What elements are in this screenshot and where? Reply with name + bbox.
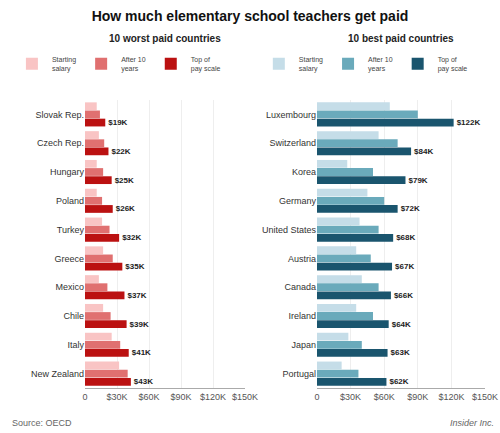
svg-text:$67K: $67K — [395, 262, 414, 271]
svg-text:United States: United States — [262, 225, 317, 235]
svg-text:$150K: $150K — [232, 392, 258, 402]
svg-text:$60K: $60K — [138, 392, 159, 402]
svg-text:$22K: $22K — [111, 147, 130, 156]
svg-text:Ireland: Ireland — [288, 311, 316, 321]
svg-text:$60K: $60K — [374, 392, 395, 402]
svg-text:$64K: $64K — [392, 320, 411, 329]
svg-text:After 10years: After 10years — [121, 56, 146, 73]
svg-text:Canada: Canada — [284, 282, 316, 292]
svg-text:Startingsalary: Startingsalary — [52, 56, 76, 73]
svg-text:Switzerland: Switzerland — [269, 138, 316, 148]
svg-text:$120K: $120K — [200, 392, 226, 402]
svg-text:$66K: $66K — [394, 291, 413, 300]
svg-text:$26K: $26K — [116, 204, 135, 213]
svg-text:10 worst paid countries: 10 worst paid countries — [109, 33, 221, 44]
svg-text:$90K: $90K — [170, 392, 191, 402]
svg-text:Insider Inc.: Insider Inc. — [450, 418, 494, 428]
svg-text:Mexico: Mexico — [55, 282, 84, 292]
svg-text:$41K: $41K — [132, 348, 151, 357]
svg-text:After 10years: After 10years — [368, 56, 393, 73]
svg-text:Poland: Poland — [56, 196, 84, 206]
svg-text:$62K: $62K — [389, 377, 408, 386]
svg-text:$30K: $30K — [340, 392, 361, 402]
svg-text:0: 0 — [314, 392, 319, 402]
svg-text:Japan: Japan — [291, 340, 316, 350]
svg-text:Italy: Italy — [67, 340, 84, 350]
svg-text:$63K: $63K — [391, 348, 410, 357]
svg-text:0: 0 — [82, 392, 87, 402]
svg-text:10 best paid countries: 10 best paid countries — [348, 33, 454, 44]
svg-text:Slovak Rep.: Slovak Rep. — [35, 110, 84, 120]
svg-text:Turkey: Turkey — [57, 225, 85, 235]
svg-text:How much elementary school tea: How much elementary school teachers get … — [92, 8, 409, 24]
svg-text:$37K: $37K — [127, 291, 146, 300]
svg-text:$120K: $120K — [438, 392, 464, 402]
svg-text:$39K: $39K — [130, 320, 149, 329]
svg-text:Czech Rep.: Czech Rep. — [37, 138, 84, 148]
svg-text:$68K: $68K — [396, 233, 415, 242]
svg-text:Source: OECD: Source: OECD — [12, 418, 72, 428]
svg-text:$122K: $122K — [457, 118, 481, 127]
svg-text:Korea: Korea — [292, 167, 316, 177]
svg-text:$32K: $32K — [122, 233, 141, 242]
svg-text:$84K: $84K — [414, 147, 433, 156]
svg-text:Chile: Chile — [63, 311, 84, 321]
svg-text:$79K: $79K — [408, 176, 427, 185]
svg-text:$19K: $19K — [108, 118, 127, 127]
svg-text:Germany: Germany — [279, 196, 317, 206]
svg-text:$150K: $150K — [472, 392, 498, 402]
svg-text:$90K: $90K — [407, 392, 428, 402]
svg-text:$35K: $35K — [125, 262, 144, 271]
svg-text:New Zealand: New Zealand — [31, 369, 84, 379]
svg-text:Greece: Greece — [54, 254, 84, 264]
svg-text:Top ofpay scale: Top ofpay scale — [438, 56, 468, 73]
svg-text:$25K: $25K — [115, 176, 134, 185]
svg-text:$72K: $72K — [401, 204, 420, 213]
svg-text:$43K: $43K — [134, 377, 153, 386]
svg-text:Austria: Austria — [288, 254, 316, 264]
svg-text:Top ofpay scale: Top ofpay scale — [191, 56, 221, 73]
svg-text:Luxembourg: Luxembourg — [266, 110, 316, 120]
svg-text:Portugal: Portugal — [282, 369, 316, 379]
svg-text:Startingsalary: Startingsalary — [299, 56, 323, 73]
svg-text:$30K: $30K — [106, 392, 127, 402]
svg-text:Hungary: Hungary — [50, 167, 85, 177]
